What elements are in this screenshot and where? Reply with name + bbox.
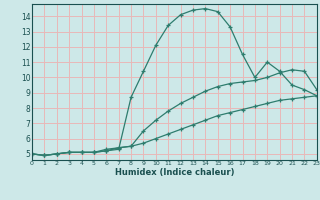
X-axis label: Humidex (Indice chaleur): Humidex (Indice chaleur) (115, 168, 234, 177)
